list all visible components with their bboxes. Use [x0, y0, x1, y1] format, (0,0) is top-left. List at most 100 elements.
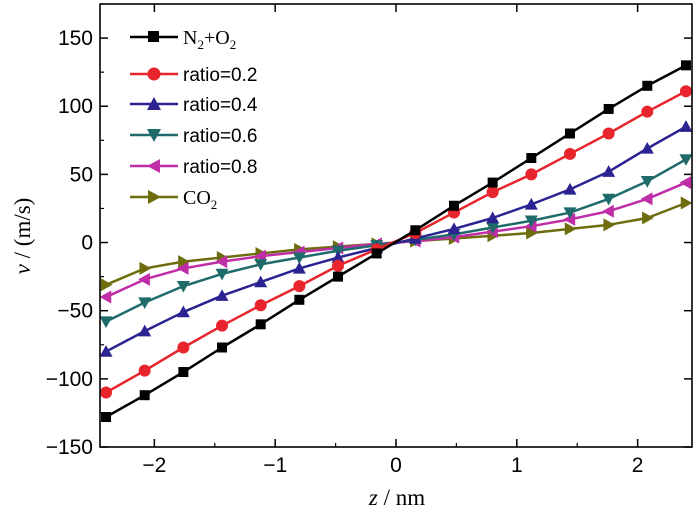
- y-tick-label: −150: [46, 436, 93, 459]
- data-point-circle: [332, 259, 345, 272]
- data-point-square: [526, 153, 537, 164]
- y-tick-label: 100: [58, 95, 93, 118]
- series-n2-o2: [101, 60, 691, 423]
- legend-item-n2-o2: N2+O2: [130, 27, 236, 52]
- data-point-triangle-up: [254, 275, 268, 288]
- data-point-triangle-up: [99, 345, 113, 357]
- legend-label-ratio-0-6: ratio=0.6: [183, 126, 257, 147]
- data-point-triangle-down: [292, 252, 306, 265]
- y-tick-label: −50: [57, 300, 93, 323]
- data-point-square: [217, 342, 228, 353]
- data-point-triangle-up: [602, 165, 616, 177]
- data-point-triangle-up: [292, 261, 306, 274]
- data-point-circle: [254, 299, 267, 312]
- x-tick-label: −1: [263, 454, 287, 477]
- data-point-circle: [641, 105, 654, 118]
- legend-marker-triangle-up: [147, 97, 161, 110]
- data-point-circle: [486, 186, 499, 199]
- data-point-triangle-up: [447, 222, 461, 235]
- x-axis-title: z / nm: [368, 485, 425, 510]
- legend-marker-square: [148, 31, 159, 42]
- data-point-triangle-left: [176, 261, 189, 275]
- data-point-triangle-right: [139, 261, 152, 275]
- y-axis-title: v / (m/s): [10, 198, 35, 275]
- data-point-square: [178, 367, 189, 378]
- data-point-triangle-down: [138, 297, 152, 310]
- plot-area: [99, 60, 693, 423]
- legend-label-ratio-0-4: ratio=0.4: [183, 95, 258, 116]
- x-tick-label: 0: [390, 454, 402, 477]
- data-point-triangle-down: [679, 154, 693, 166]
- legend-label-ratio-0-2: ratio=0.2: [183, 65, 257, 86]
- data-point-triangle-down: [254, 259, 268, 271]
- data-point-triangle-down: [99, 316, 113, 329]
- data-point-triangle-left: [602, 204, 614, 218]
- data-point-triangle-left: [640, 192, 653, 206]
- data-point-triangle-down: [602, 193, 616, 206]
- data-point-triangle-left: [138, 272, 150, 286]
- data-point-triangle-up: [679, 120, 693, 132]
- data-point-square: [603, 103, 614, 114]
- data-point-square: [371, 248, 382, 259]
- data-point-triangle-down: [640, 176, 654, 188]
- data-point-circle: [216, 319, 229, 332]
- legend-item-ratio-0-4: ratio=0.4: [130, 95, 258, 116]
- data-point-triangle-right: [642, 211, 654, 225]
- data-point-square: [333, 271, 344, 282]
- data-point-circle: [100, 386, 113, 399]
- data-point-triangle-up: [563, 182, 577, 195]
- legend-marker-triangle-down: [147, 129, 161, 142]
- data-point-circle: [177, 341, 190, 354]
- data-point-circle: [679, 85, 692, 98]
- data-point-triangle-up: [215, 289, 229, 301]
- x-tick-label: 1: [511, 454, 523, 477]
- data-point-triangle-down: [215, 268, 229, 281]
- data-point-triangle-right: [603, 218, 616, 232]
- data-point-triangle-left: [215, 255, 228, 269]
- data-point-circle: [525, 168, 538, 181]
- data-point-triangle-down: [563, 207, 577, 220]
- data-point-triangle-up: [138, 324, 152, 337]
- data-point-triangle-up: [176, 305, 190, 318]
- data-point-triangle-left: [563, 212, 576, 226]
- data-point-triangle-right: [178, 255, 190, 269]
- axes: −2 −1 0 1 2 −150 −100 −50 0 50 100 150: [46, 3, 693, 477]
- legend: N2+O2 ratio=0.2 ratio=0.4 ratio=0.6 rati…: [130, 27, 258, 212]
- legend-item-co2: CO2: [130, 187, 217, 212]
- data-point-triangle-up: [524, 197, 538, 210]
- data-point-triangle-up: [331, 251, 345, 263]
- x-tick-label: −2: [142, 454, 166, 477]
- data-point-square: [294, 294, 305, 305]
- y-tick-label: 150: [58, 27, 93, 50]
- data-point-triangle-down: [524, 215, 538, 228]
- data-point-square: [487, 177, 498, 188]
- legend-marker-circle: [147, 67, 161, 81]
- data-point-circle: [563, 147, 576, 160]
- y-tick-label: 50: [70, 163, 93, 186]
- data-point-triangle-down: [486, 222, 500, 235]
- legend-label-n2-o2: N2+O2: [183, 27, 236, 52]
- data-point-circle: [293, 280, 306, 293]
- series-line: [105, 64, 687, 419]
- y-tick-label: 0: [81, 232, 93, 255]
- data-point-square: [448, 200, 459, 211]
- legend-item-ratio-0-2: ratio=0.2: [130, 65, 257, 86]
- y-tick-label: −100: [46, 368, 93, 391]
- data-point-triangle-right: [526, 226, 538, 240]
- legend-item-ratio-0-6: ratio=0.6: [130, 126, 257, 147]
- legend-item-ratio-0-8: ratio=0.8: [130, 157, 257, 178]
- data-point-triangle-left: [99, 290, 112, 304]
- data-point-triangle-right: [680, 196, 693, 210]
- data-point-square: [139, 390, 150, 401]
- series-ratio-0-4: [99, 120, 693, 357]
- data-point-triangle-up: [486, 211, 500, 224]
- data-point-circle: [138, 364, 151, 377]
- legend-label-ratio-0-8: ratio=0.8: [183, 157, 257, 178]
- data-point-circle: [602, 127, 615, 140]
- data-point-triangle-up: [640, 141, 654, 154]
- data-point-triangle-right: [100, 278, 113, 292]
- data-point-triangle-right: [564, 222, 577, 236]
- data-point-triangle-left: [679, 176, 692, 190]
- data-point-square: [410, 225, 421, 236]
